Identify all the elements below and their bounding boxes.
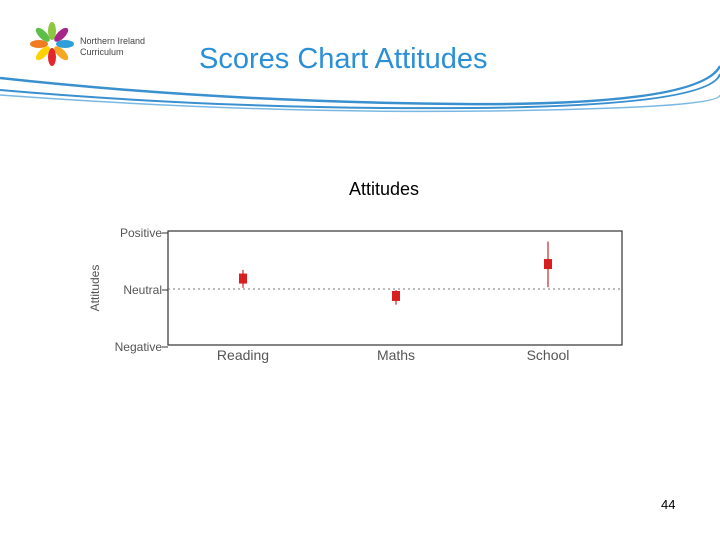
slide-title: Scores Chart Attitudes bbox=[199, 43, 488, 75]
plot-frame bbox=[167, 230, 623, 346]
header-swoosh-divider bbox=[0, 65, 720, 113]
logo-star-icon bbox=[30, 22, 74, 66]
x-axis: Reading Maths School bbox=[217, 347, 569, 363]
x-tick-label-reading: Reading bbox=[217, 347, 269, 363]
y-axis: Positive Neutral Negative bbox=[115, 226, 622, 354]
x-tick-label-maths: Maths bbox=[377, 347, 415, 363]
data-marks bbox=[239, 241, 552, 305]
attitudes-chart: Positive Neutral Negative Reading Maths Scho… bbox=[88, 226, 623, 363]
y-tick-label-negative: Negative bbox=[115, 340, 163, 354]
data-point-maths bbox=[392, 290, 400, 301]
northern-ireland-curriculum-logo: Northern Ireland Curriculum bbox=[30, 18, 180, 78]
y-tick-label-positive: Positive bbox=[120, 226, 162, 240]
y-axis-label: Attitudes bbox=[88, 265, 102, 312]
y-tick-label-neutral: Neutral bbox=[123, 283, 162, 297]
chart-title: Attitudes bbox=[348, 179, 420, 199]
logo-text-line1: Northern Ireland bbox=[80, 36, 146, 46]
x-tick-label-school: School bbox=[527, 347, 570, 363]
data-point-school bbox=[544, 259, 552, 270]
data-point-reading bbox=[239, 273, 247, 284]
logo-text-line2: Curriculum bbox=[80, 47, 124, 57]
page-number: 44 bbox=[661, 497, 676, 512]
